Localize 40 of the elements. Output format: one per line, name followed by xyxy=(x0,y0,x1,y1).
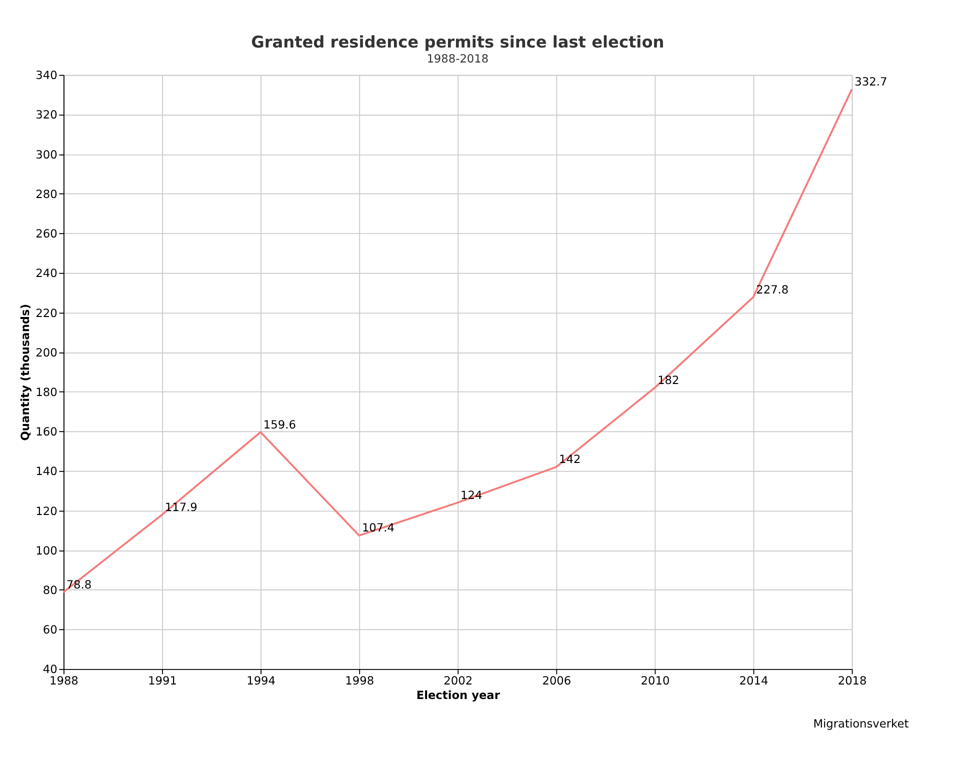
x-tick-label: 1998 xyxy=(345,674,374,688)
y-tick-label: 100 xyxy=(36,543,58,558)
y-tick-label: 260 xyxy=(36,226,58,241)
data-label: 78.8 xyxy=(66,577,92,592)
y-tick-label: 200 xyxy=(36,345,58,360)
y-axis-title: Quantity (thousands) xyxy=(18,304,32,441)
x-axis-title: Election year xyxy=(416,688,500,702)
y-tick-label: 240 xyxy=(36,266,58,280)
y-tick-label: 80 xyxy=(42,583,58,598)
y-tick-label: 180 xyxy=(36,384,58,399)
y-tick-label: 340 xyxy=(36,68,58,82)
y-tick-label: 280 xyxy=(36,186,58,201)
y-tick-label: 320 xyxy=(36,108,58,122)
x-tick-label: 2018 xyxy=(838,674,867,688)
data-label: 107.4 xyxy=(362,520,394,535)
data-label: 159.6 xyxy=(263,417,296,432)
y-tick-label: 60 xyxy=(42,622,58,637)
chart-title: Granted residence permits since last election xyxy=(251,32,664,52)
y-tick-label: 120 xyxy=(36,504,58,518)
line-series xyxy=(62,88,853,594)
x-tick-label: 2002 xyxy=(444,674,473,688)
data-label: 332.7 xyxy=(854,74,888,89)
x-tick-label: 2006 xyxy=(542,674,572,688)
data-label: 142 xyxy=(559,452,581,466)
data-label: 124 xyxy=(460,488,482,502)
y-tick-label: 40 xyxy=(42,662,58,676)
y-tick-label: 160 xyxy=(36,424,58,439)
text: Migrationsverket xyxy=(813,716,910,731)
chart-subtitle: 1988-2018 xyxy=(426,52,489,66)
x-tick-label: 1991 xyxy=(148,674,177,688)
data-label: 117.9 xyxy=(164,500,198,514)
data-label: 227.8 xyxy=(756,282,789,296)
x-tick-label: 2014 xyxy=(739,674,768,688)
y-tick-label: 300 xyxy=(36,147,58,162)
y-tick-label: 220 xyxy=(36,306,58,320)
y-tick-label: 140 xyxy=(36,464,58,478)
x-tick-label: 1994 xyxy=(246,674,276,688)
x-tick-label: 2010 xyxy=(640,674,670,688)
data-label: 182 xyxy=(658,372,680,387)
x-tick-label: 1988 xyxy=(49,674,78,688)
